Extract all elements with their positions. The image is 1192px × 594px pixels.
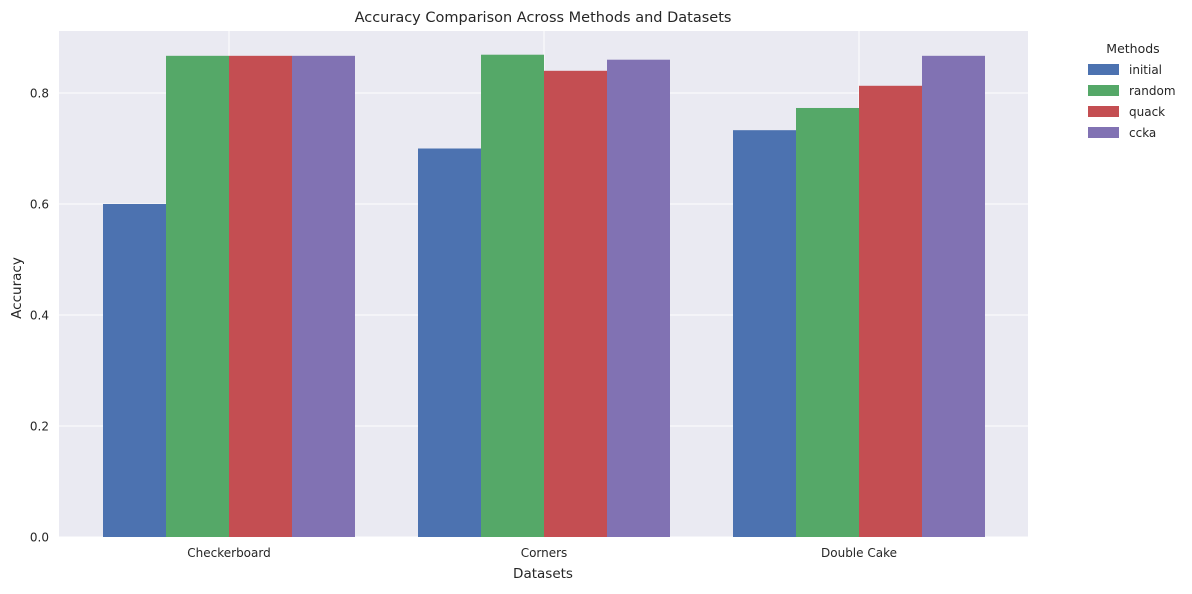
bar-quack-checkerboard <box>229 55 292 537</box>
bars <box>103 54 985 538</box>
bar-initial-double-cake <box>733 130 796 537</box>
bar-quack-double-cake <box>859 85 922 537</box>
bar-ccka-corners <box>607 59 670 537</box>
legend-swatch-ccka <box>1088 127 1119 138</box>
bar-quack-corners <box>544 70 607 538</box>
bar-initial-checkerboard <box>103 204 166 537</box>
bar-random-double-cake <box>796 107 859 538</box>
bar-initial-corners <box>418 148 481 537</box>
legend-swatch-initial <box>1088 64 1119 75</box>
x-tick-label: Corners <box>521 546 568 560</box>
x-axis-ticks: Checkerboard Corners Double Cake <box>187 546 897 560</box>
bar-random-checkerboard <box>166 55 229 537</box>
bar-ccka-checkerboard <box>292 55 355 537</box>
legend-swatch-quack <box>1088 106 1119 117</box>
x-tick-label: Checkerboard <box>187 546 270 560</box>
chart-title: Accuracy Comparison Across Methods and D… <box>355 10 732 26</box>
legend-title: Methods <box>1106 41 1159 56</box>
legend: Methods initial random quack ccka <box>1088 41 1176 140</box>
bar-random-corners <box>481 54 544 538</box>
x-tick-label: Double Cake <box>821 546 897 560</box>
y-tick-label: 0.8 <box>30 87 49 101</box>
legend-label-initial: initial <box>1129 63 1162 77</box>
y-axis-label: Accuracy <box>9 257 25 319</box>
legend-label-random: random <box>1129 84 1176 98</box>
y-tick-label: 0.6 <box>30 198 49 212</box>
legend-swatch-random <box>1088 85 1119 96</box>
bar-ccka-double-cake <box>922 55 985 537</box>
y-tick-label: 0.0 <box>30 531 49 545</box>
y-tick-label: 0.4 <box>30 309 49 323</box>
y-axis-ticks: 0.0 0.2 0.4 0.6 0.8 <box>30 87 49 545</box>
legend-label-ccka: ccka <box>1129 126 1156 140</box>
x-axis-label: Datasets <box>513 566 573 582</box>
y-tick-label: 0.2 <box>30 420 49 434</box>
legend-items: initial random quack ccka <box>1088 63 1176 140</box>
legend-label-quack: quack <box>1129 105 1165 119</box>
